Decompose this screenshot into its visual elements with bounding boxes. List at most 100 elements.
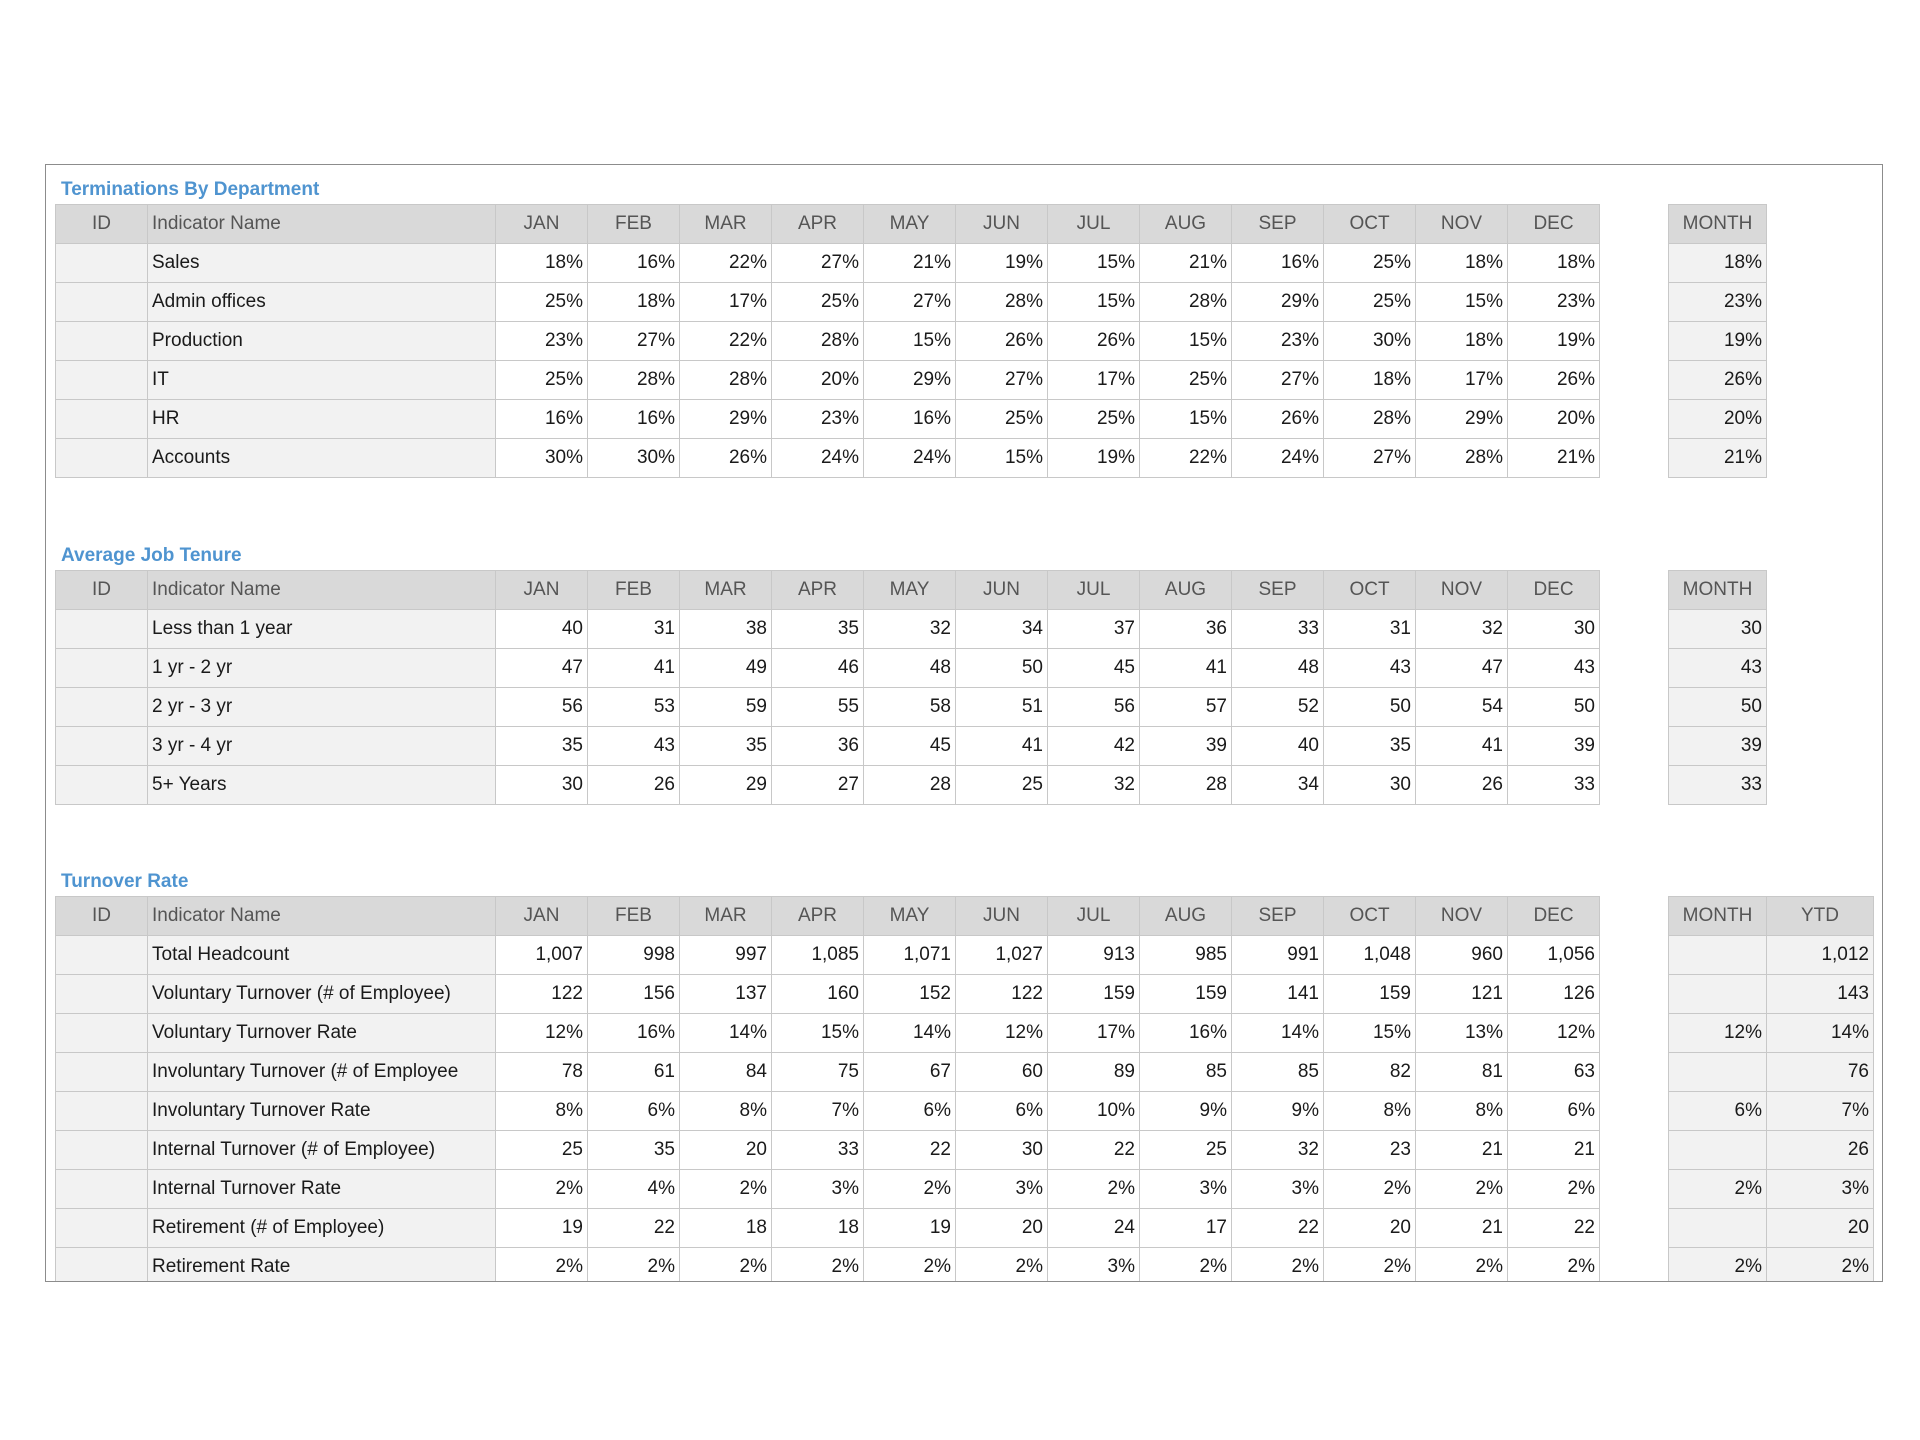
month-value: 75 (771, 1052, 864, 1092)
month-value: 156 (587, 974, 680, 1014)
column-header: JUN (955, 896, 1048, 936)
header-row: MONTH YTD (1668, 896, 1874, 936)
month-value: 24% (771, 438, 864, 478)
month-value: 34 (1231, 765, 1324, 805)
month-value: 17 (1139, 1208, 1232, 1248)
indicator-name: Total Headcount (147, 935, 496, 975)
month-value: 43 (1507, 648, 1600, 688)
indicator-name: Internal Turnover Rate (147, 1169, 496, 1209)
month-value: 50 (1507, 687, 1600, 727)
table-row: HR 16% 16% 29% 23% 16% 25% 25% 15% 26% 28% 29% 20% (55, 399, 1600, 439)
month-value: 45 (1047, 648, 1140, 688)
table-row: Involuntary Turnover (# of Employee 78 61 8… (55, 1052, 1600, 1092)
month-value: 16% (587, 1013, 680, 1053)
month-value: 29% (679, 399, 772, 439)
month-value: 32 (1047, 765, 1140, 805)
indicator-name: 2 yr - 3 yr (147, 687, 496, 727)
row-id (55, 648, 148, 688)
month-value: 160 (771, 974, 864, 1014)
month-value: 2% (1323, 1247, 1416, 1281)
table-row: 39 (1668, 726, 1767, 766)
month-value: 985 (1139, 935, 1232, 975)
month-value: 15% (1139, 321, 1232, 361)
month-value: 1,071 (863, 935, 956, 975)
month-value: 15% (1047, 282, 1140, 322)
month-value: 24 (1047, 1208, 1140, 1248)
row-id (55, 1208, 148, 1248)
month-value: 49 (679, 648, 772, 688)
summary-value (1668, 935, 1767, 975)
month-value: 998 (587, 935, 680, 975)
column-header: NOV (1415, 896, 1508, 936)
month-value: 122 (495, 974, 588, 1014)
section-title: Terminations By Department (61, 179, 320, 200)
row-id (55, 765, 148, 805)
month-value: 41 (955, 726, 1048, 766)
month-value: 3% (955, 1169, 1048, 1209)
month-value: 35 (587, 1130, 680, 1170)
summary-value: 6% (1668, 1091, 1767, 1131)
column-header: MAY (863, 204, 956, 244)
month-value: 16% (1139, 1013, 1232, 1053)
column-header: DEC (1507, 204, 1600, 244)
month-value: 54 (1415, 687, 1508, 727)
month-value: 2% (1139, 1247, 1232, 1281)
month-value: 27 (771, 765, 864, 805)
month-value: 20 (955, 1208, 1048, 1248)
month-value: 26% (679, 438, 772, 478)
month-value: 2% (955, 1247, 1048, 1281)
month-value: 41 (587, 648, 680, 688)
table-row: 2% 3% (1668, 1169, 1874, 1209)
month-value: 2% (1415, 1247, 1508, 1281)
indicator-name: Production (147, 321, 496, 361)
table-row: Production 23% 27% 22% 28% 15% 26% 26% 15% 23% 30%… (55, 321, 1600, 361)
turnover-rate-table: ID Indicator Name JAN FEB MAR APR MAY JUN JUL AUG… (55, 896, 1600, 1281)
table-row: Retirement (# of Employee) 19 22 18 18 19 20 24… (55, 1208, 1600, 1248)
table-row: 19% (1668, 321, 1767, 361)
month-value: 29% (863, 360, 956, 400)
month-value: 2% (495, 1247, 588, 1281)
table-row: IT 25% 28% 28% 20% 29% 27% 17% 25% 27% 18% 17% 26% (55, 360, 1600, 400)
summary-header: YTD (1766, 896, 1874, 936)
month-value: 159 (1139, 974, 1232, 1014)
month-value: 22% (679, 321, 772, 361)
summary-header: MONTH (1668, 204, 1767, 244)
month-value: 57 (1139, 687, 1232, 727)
month-value: 67 (863, 1052, 956, 1092)
table-row: 20 (1668, 1208, 1874, 1248)
month-value: 25% (495, 282, 588, 322)
column-header: NOV (1415, 570, 1508, 610)
month-value: 14% (1231, 1013, 1324, 1053)
month-value: 23% (771, 399, 864, 439)
summary-value (1668, 1052, 1767, 1092)
month-value: 15% (1047, 243, 1140, 283)
indicator-name: Accounts (147, 438, 496, 478)
summary-value: 33 (1668, 765, 1767, 805)
month-value: 27% (587, 321, 680, 361)
column-header: SEP (1231, 896, 1324, 936)
row-id (55, 1247, 148, 1281)
summary-value: 1,012 (1766, 935, 1874, 975)
month-value: 85 (1139, 1052, 1232, 1092)
column-header: JUL (1047, 570, 1140, 610)
row-id (55, 1013, 148, 1053)
month-value: 35 (495, 726, 588, 766)
month-value: 30 (1323, 765, 1416, 805)
month-value: 28% (1415, 438, 1508, 478)
month-value: 26 (587, 765, 680, 805)
month-value: 25% (1139, 360, 1232, 400)
summary-value: 143 (1766, 974, 1874, 1014)
month-value: 61 (587, 1052, 680, 1092)
month-value: 30 (955, 1130, 1048, 1170)
month-value: 50 (955, 648, 1048, 688)
month-value: 30 (495, 765, 588, 805)
month-value: 55 (771, 687, 864, 727)
month-value: 122 (955, 974, 1048, 1014)
table-row: 30 (1668, 609, 1767, 649)
month-value: 2% (495, 1169, 588, 1209)
column-header: MAY (863, 570, 956, 610)
summary-value: 18% (1668, 243, 1767, 283)
row-id (55, 609, 148, 649)
summary-value: 20% (1668, 399, 1767, 439)
month-value: 6% (587, 1091, 680, 1131)
